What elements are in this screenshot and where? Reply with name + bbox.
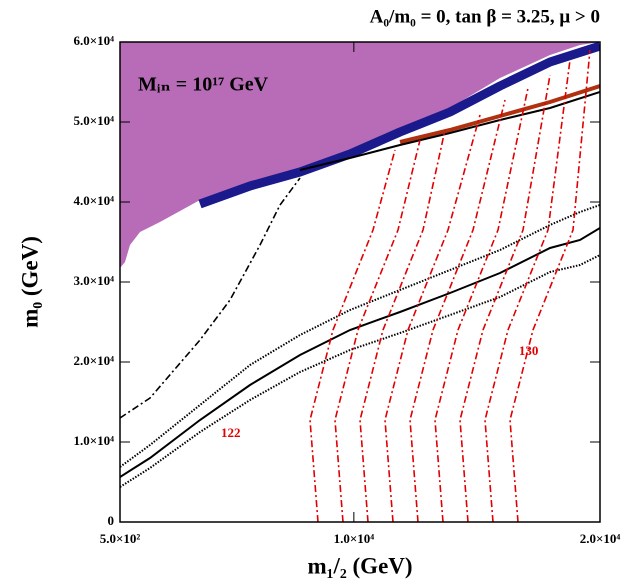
contour-line [359,129,446,522]
x-tick-label: 1.0×10⁴ [334,531,375,546]
y-tick-label: 3.0×10⁴ [73,273,114,288]
contour-line [120,204,600,468]
y-tick-label: 5.0×10⁴ [73,113,114,128]
contour-line [509,49,591,522]
contour-line [198,42,600,209]
contour-line [409,99,506,522]
contour-line [120,254,600,488]
contour-label: 122 [221,425,241,440]
y-tick-label: 2.0×10⁴ [73,353,114,368]
contour-line [309,149,396,522]
y-tick-label: 0 [108,513,115,528]
x-tick-label: 5.0×10² [100,531,141,546]
y-tick-label: 4.0×10⁴ [73,193,114,208]
contour-line [459,74,551,522]
y-axis-label: m₀ (GeV) [17,236,42,328]
excluded-region [120,42,600,268]
contour-line [334,139,421,522]
contour-line [120,227,600,478]
chart-title: A₀/m₀ = 0, tan β = 3.25, μ > 0 [370,6,600,27]
contour-line [434,87,529,522]
contour-line [299,91,600,171]
plot-area [120,42,600,522]
y-tick-label: 1.0×10⁴ [73,433,114,448]
contour-line [484,59,571,522]
y-tick-label: 6.0×10⁴ [73,33,114,48]
contour-line [120,177,301,419]
contour-line [399,84,600,144]
annotation: Mᵢₙ = 10¹⁷ GeV [138,74,269,96]
contour-label: 130 [519,343,539,358]
x-tick-label: 2.0×10⁴ [580,531,621,546]
contour-line [384,114,481,522]
x-axis-label: m₁/₂ (GeV) [307,553,412,578]
